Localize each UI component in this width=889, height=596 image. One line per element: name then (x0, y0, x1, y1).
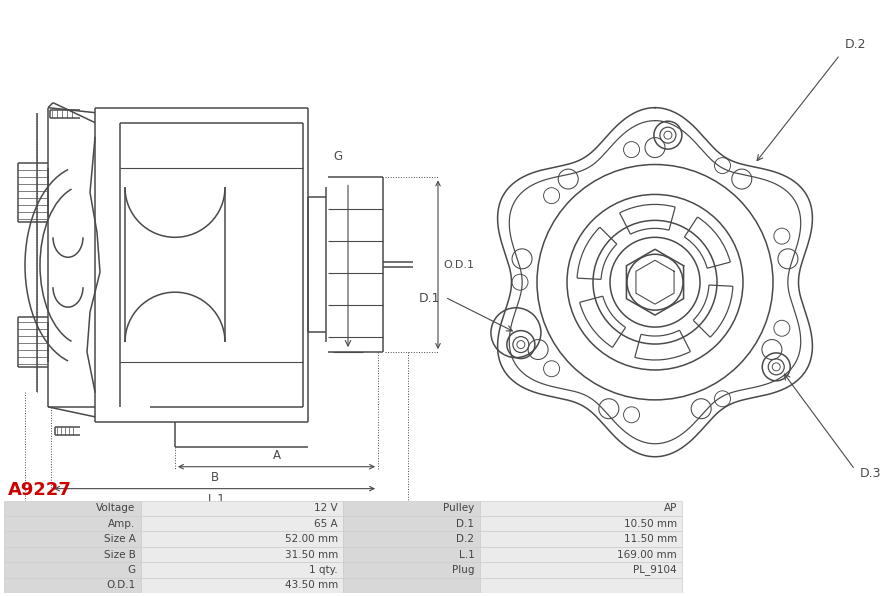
Text: L.1: L.1 (459, 550, 475, 560)
Bar (4, 516, 140, 532)
Text: G: G (127, 565, 136, 575)
Bar (140, 562, 343, 578)
Text: Voltage: Voltage (96, 504, 136, 513)
Text: Size B: Size B (104, 550, 136, 560)
Text: 10.50 mm: 10.50 mm (624, 519, 677, 529)
Text: 65 A: 65 A (315, 519, 338, 529)
Text: 1 qty.: 1 qty. (309, 565, 338, 575)
Bar (343, 562, 480, 578)
Text: B: B (211, 471, 219, 484)
Bar (4, 578, 140, 593)
Bar (4, 562, 140, 578)
Text: D.1: D.1 (419, 292, 440, 305)
Bar (480, 532, 682, 547)
Text: 169.00 mm: 169.00 mm (617, 550, 677, 560)
Bar (140, 578, 343, 593)
Text: Plug: Plug (452, 565, 475, 575)
Text: 52.00 mm: 52.00 mm (284, 534, 338, 544)
Text: 12 V: 12 V (315, 504, 338, 513)
Bar (343, 501, 480, 516)
Text: D.3: D.3 (860, 467, 882, 480)
Bar (480, 547, 682, 562)
Text: A9227: A9227 (8, 480, 72, 499)
Text: D.1: D.1 (456, 519, 475, 529)
Text: L.1: L.1 (208, 493, 226, 505)
Text: 11.50 mm: 11.50 mm (623, 534, 677, 544)
Bar (4, 501, 140, 516)
Bar (480, 501, 682, 516)
Text: A: A (273, 449, 281, 462)
Bar (140, 547, 343, 562)
Text: G: G (333, 150, 342, 163)
Text: 31.50 mm: 31.50 mm (284, 550, 338, 560)
Bar (343, 516, 480, 532)
Bar (4, 532, 140, 547)
Text: Amp.: Amp. (108, 519, 136, 529)
Bar (140, 516, 343, 532)
Bar (140, 501, 343, 516)
Bar (480, 578, 682, 593)
Text: Size A: Size A (104, 534, 136, 544)
Bar (343, 532, 480, 547)
Bar (343, 578, 480, 593)
Text: D.2: D.2 (845, 38, 867, 51)
Text: D.2: D.2 (456, 534, 475, 544)
Text: O.D.1: O.D.1 (443, 260, 474, 270)
Text: PL_9104: PL_9104 (633, 564, 677, 575)
Bar (480, 562, 682, 578)
Bar (343, 547, 480, 562)
Text: O.D.1: O.D.1 (107, 581, 136, 590)
Text: Pulley: Pulley (444, 504, 475, 513)
Text: AP: AP (663, 504, 677, 513)
Text: 43.50 mm: 43.50 mm (284, 581, 338, 590)
Bar (480, 516, 682, 532)
Bar (140, 532, 343, 547)
Bar (4, 547, 140, 562)
